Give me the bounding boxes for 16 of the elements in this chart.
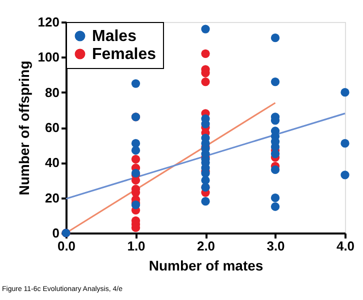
y-tick-label: 100 (38, 50, 60, 65)
y-tick-label: 20 (45, 190, 60, 206)
x-tick-label: 4.0 (336, 238, 355, 254)
x-tick-label: 2.0 (196, 238, 216, 254)
legend-label: Females (92, 46, 156, 63)
y-tick-label: 0 (52, 226, 60, 240)
x-tick-label: 1.0 (127, 238, 146, 254)
y-tick-label: 60 (45, 120, 60, 135)
y-axis-title: Number of offspring (16, 60, 32, 196)
y-tick-label: 120 (38, 14, 60, 30)
y-tick-label: 80 (45, 84, 60, 100)
y-tick-label: 40 (45, 155, 60, 170)
x-tick-label: 3.0 (266, 238, 285, 254)
x-tick-label: 0.0 (57, 238, 76, 254)
x-axis-title: Number of mates (148, 258, 264, 274)
legend-label: Males (92, 28, 137, 45)
